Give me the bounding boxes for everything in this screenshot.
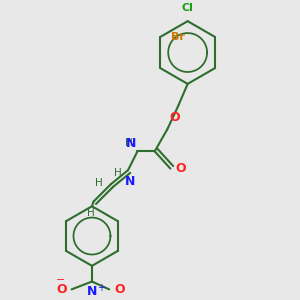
Text: H: H <box>125 138 133 148</box>
Text: N: N <box>124 175 135 188</box>
Text: −: − <box>56 275 65 285</box>
Text: +: + <box>97 283 105 293</box>
Text: O: O <box>175 162 186 175</box>
Text: H: H <box>114 168 122 178</box>
Text: O: O <box>170 111 180 124</box>
Text: O: O <box>114 283 124 296</box>
Text: H: H <box>95 178 103 188</box>
Text: Cl: Cl <box>182 3 194 13</box>
Text: O: O <box>56 283 67 296</box>
Text: Br: Br <box>172 32 185 42</box>
Text: N: N <box>87 285 97 298</box>
Text: H: H <box>86 208 94 218</box>
Text: N: N <box>125 137 136 150</box>
